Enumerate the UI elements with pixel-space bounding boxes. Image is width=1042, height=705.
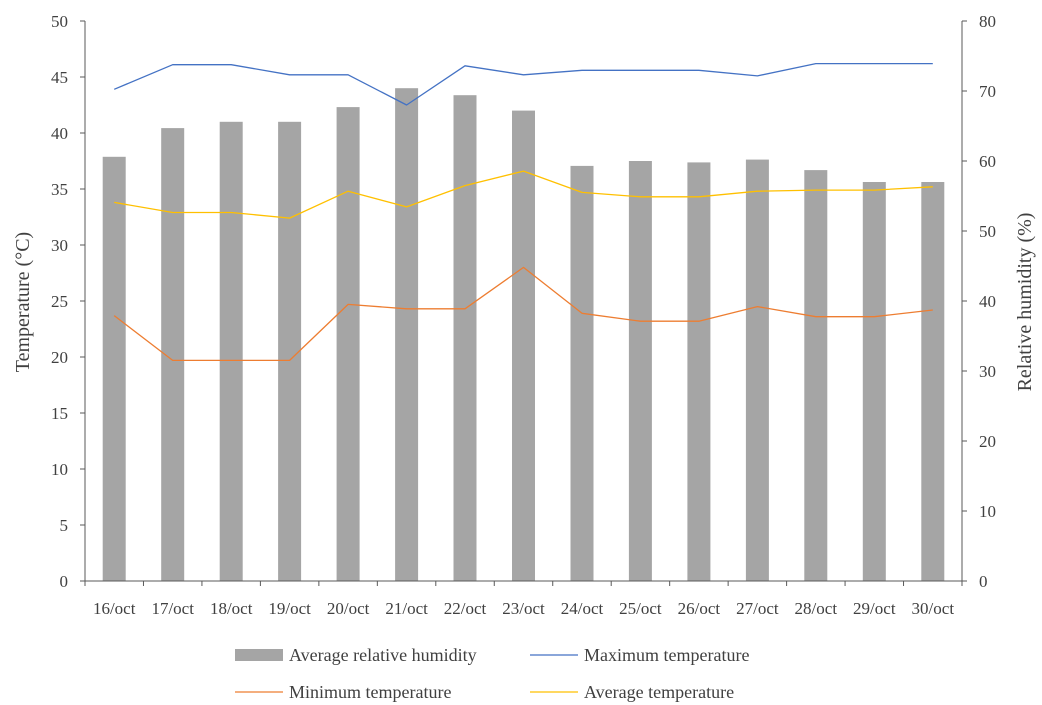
x-tick-label: 27/oct: [736, 599, 779, 618]
x-tick-label: 21/oct: [385, 599, 428, 618]
humidity-bar: [278, 121, 302, 582]
humidity-bar: [628, 161, 652, 581]
y-left-tick-label: 10: [51, 460, 68, 479]
y-right-tick-label: 30: [979, 362, 996, 381]
y-right-tick-label: 80: [979, 12, 996, 31]
humidity-bar: [862, 182, 886, 581]
x-tick-label: 17/oct: [151, 599, 194, 618]
y-left-tick-label: 40: [51, 124, 68, 143]
y-right-tick-label: 20: [979, 432, 996, 451]
x-tick-label: 28/oct: [795, 599, 838, 618]
x-tick-label: 24/oct: [561, 599, 604, 618]
humidity-bar: [570, 165, 594, 581]
x-tick-label: 29/oct: [853, 599, 896, 618]
x-tick-label: 26/oct: [678, 599, 721, 618]
legend-label-minimum-temperature: Minimum temperature: [289, 682, 451, 702]
x-tick-label: 19/oct: [268, 599, 311, 618]
humidity-bar: [219, 121, 243, 582]
y-right-tick-label: 0: [979, 572, 988, 591]
legend: Average relative humidity Maximum tempera…: [235, 645, 749, 702]
y-left-tick-label: 15: [51, 404, 68, 423]
maximum-temperature-line: [113, 62, 933, 106]
tick-labels-group: 0 5 10 15 20 25 30 35 40 45 50 0 10 20 30 40 50 60 70 80 16/…: [51, 12, 996, 618]
humidity-bar: [102, 156, 126, 582]
y-axis-left-title: Temperature (°C): [12, 232, 34, 372]
humidity-bar: [921, 182, 945, 581]
x-tick-label: 18/oct: [210, 599, 253, 618]
y-right-tick-label: 40: [979, 292, 996, 311]
average-temperature-line: [114, 170, 933, 219]
minimum-temperature-line: [113, 266, 933, 362]
humidity-bar: [804, 170, 828, 581]
y-left-tick-label: 30: [51, 236, 68, 255]
humidity-bar: [512, 110, 535, 581]
y-left-tick-label: 25: [51, 292, 68, 311]
humidity-bar: [336, 107, 360, 581]
x-tick-label: 23/oct: [502, 599, 545, 618]
x-tick-label: 20/oct: [327, 599, 370, 618]
y-right-tick-label: 60: [979, 152, 996, 171]
x-tick-label: 22/oct: [444, 599, 487, 618]
y-left-tick-label: 0: [60, 572, 69, 591]
y-left-tick-label: 20: [51, 348, 68, 367]
y-left-tick-label: 5: [60, 516, 69, 535]
y-right-tick-label: 50: [979, 222, 996, 241]
y-left-tick-label: 45: [51, 68, 68, 87]
humidity-bar: [395, 88, 419, 581]
legend-label-maximum-temperature: Maximum temperature: [584, 645, 749, 665]
y-right-tick-label: 70: [979, 82, 996, 101]
y-left-tick-label: 35: [51, 180, 68, 199]
temperature-lines-group: [113, 62, 933, 362]
humidity-bar: [161, 128, 185, 581]
x-tick-label: 30/oct: [912, 599, 955, 618]
x-tick-label: 25/oct: [619, 599, 662, 618]
x-tick-label: 16/oct: [93, 599, 136, 618]
y-right-tick-label: 10: [979, 502, 996, 521]
legend-swatch-average-relative-humidity: [235, 649, 283, 661]
axes-group: [80, 20, 967, 586]
humidity-bar: [453, 95, 477, 581]
y-left-tick-label: 50: [51, 12, 68, 31]
legend-label-average-temperature: Average temperature: [584, 682, 734, 702]
humidity-bar: [687, 162, 711, 581]
legend-label-average-relative-humidity: Average relative humidity: [289, 645, 477, 665]
humidity-bar: [745, 159, 769, 581]
y-axis-right-title: Relative humidity (%): [1014, 213, 1036, 392]
humidity-bars-group: [102, 88, 945, 582]
